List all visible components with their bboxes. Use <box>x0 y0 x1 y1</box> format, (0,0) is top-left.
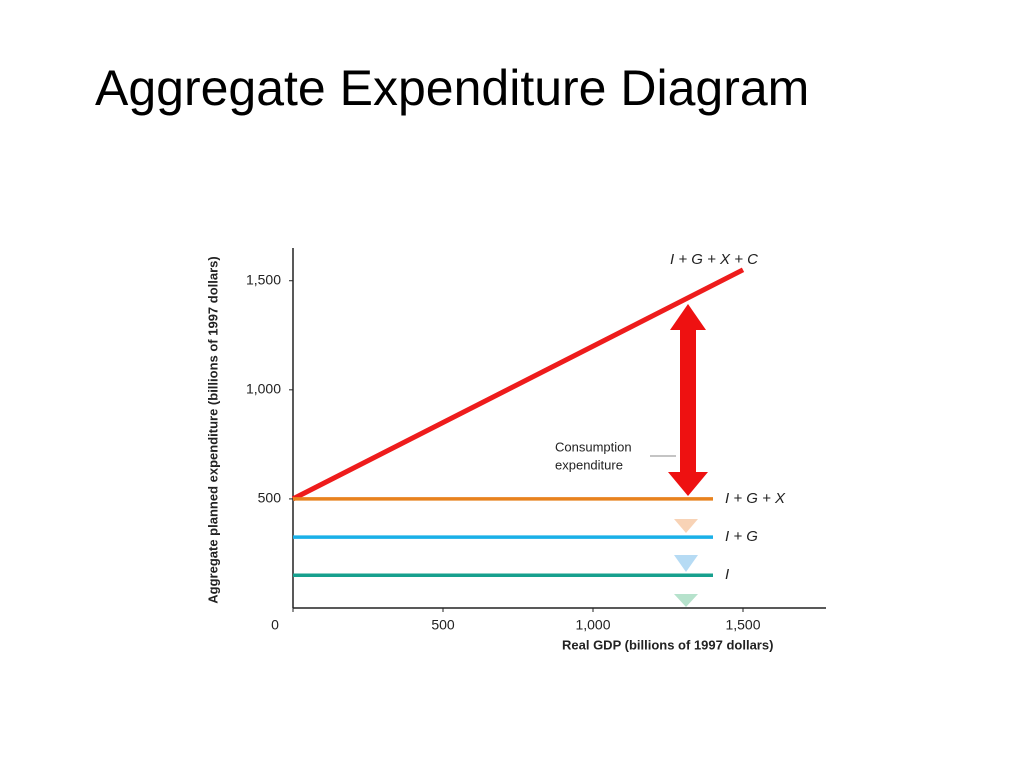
x-tick-label: 1,500 <box>725 617 760 633</box>
series-line <box>291 267 745 502</box>
y-tick-label: 1,500 <box>246 271 281 287</box>
y-axis-title: Aggregate planned expenditure (billions … <box>205 256 220 603</box>
x-tick-label: 1,000 <box>575 617 610 633</box>
series-label: I + G + X <box>725 490 786 507</box>
y-tick-label: 1,000 <box>246 381 281 397</box>
annotation: expenditure <box>555 457 623 472</box>
gap-arrows <box>674 505 698 607</box>
y-tick-label: 500 <box>258 490 282 506</box>
series-label: I + G + X + C <box>670 251 758 268</box>
consumption-arrow <box>668 304 708 496</box>
annotation: Consumption <box>555 439 632 454</box>
series-label: I <box>725 566 729 583</box>
x-tick-label: 0 <box>271 617 279 633</box>
x-axis-title: Real GDP (billions of 1997 dollars) <box>562 637 773 652</box>
x-tick-label: 500 <box>431 617 455 633</box>
series-label: I + G <box>725 528 758 545</box>
chart-title: Aggregate Expenditure Diagram <box>95 60 809 116</box>
